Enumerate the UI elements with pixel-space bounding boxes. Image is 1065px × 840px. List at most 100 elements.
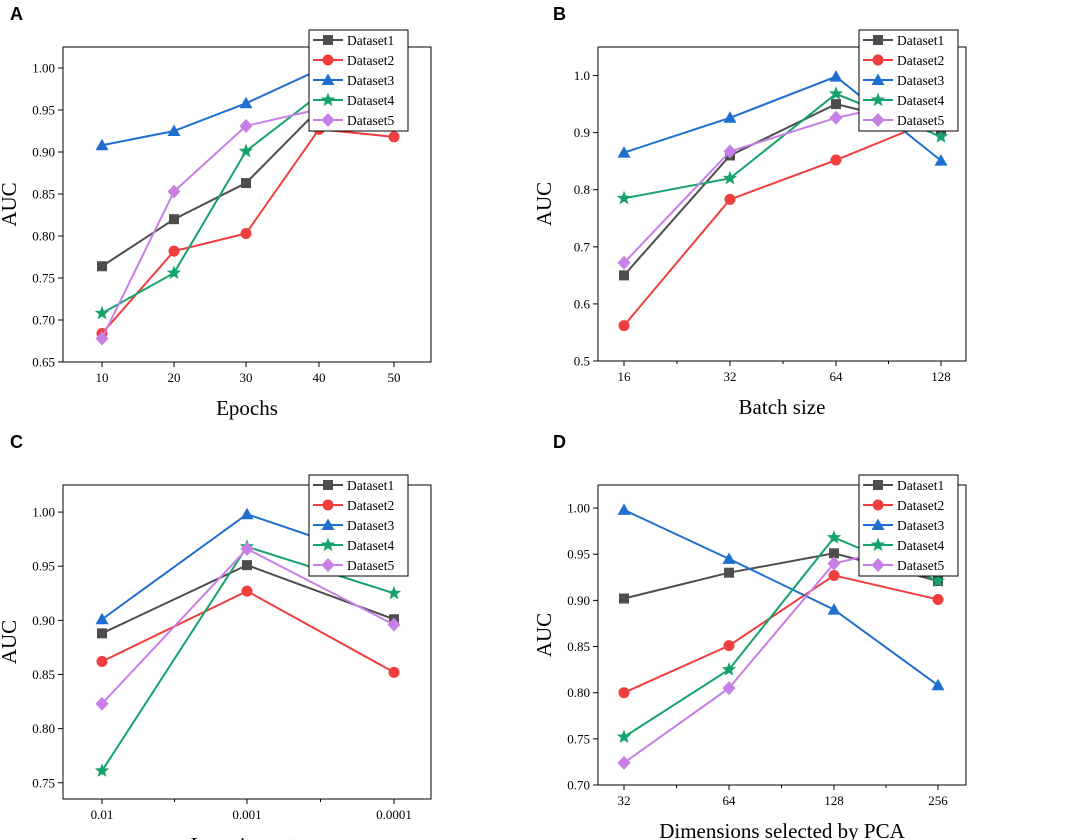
data-point	[723, 640, 735, 652]
legend-marker	[323, 35, 333, 45]
panel-b: B 0.5 0.6 0.7 0.8 0.9 1.0 16 32 64 128 Batch size AU…	[532, 4, 967, 419]
data-point	[238, 143, 254, 158]
y-tick-label: 0.85	[32, 667, 55, 682]
data-point	[240, 507, 254, 520]
legend-marker	[871, 73, 885, 85]
legend: Dataset1 Dataset2 Dataset3 Dataset4 Dataset5	[308, 29, 409, 132]
data-point	[95, 138, 109, 151]
data-point	[387, 617, 401, 632]
data-point	[828, 86, 844, 100]
data-point	[95, 331, 109, 346]
data-point	[724, 567, 734, 578]
data-point	[166, 265, 182, 280]
legend-label: Dataset4	[347, 538, 394, 553]
y-tick-label: 0.90	[32, 145, 55, 160]
data-point	[721, 662, 737, 676]
legend-label: Dataset2	[897, 498, 944, 513]
data-point	[827, 603, 841, 615]
x-tick-label: 0.0001	[376, 807, 412, 822]
data-point	[167, 124, 181, 136]
legend: Dataset1 Dataset2 Dataset3 Dataset4 Dataset5	[308, 474, 409, 577]
data-point	[722, 681, 736, 696]
legend-label: Dataset2	[347, 53, 394, 68]
legend-marker	[321, 518, 335, 530]
series-line	[623, 509, 939, 687]
data-point	[167, 184, 181, 199]
data-point	[930, 573, 946, 588]
series-dataset2	[96, 585, 400, 678]
data-point	[617, 146, 631, 158]
x-tick-label: 30	[240, 370, 253, 385]
y-tick-label: 0.8	[574, 182, 590, 197]
data-point	[240, 227, 252, 239]
legend-marker	[870, 92, 886, 107]
panel-a: A 0.65 0.70 0.75 0.80 0.85 0.90 0.95 1.00 10 20 30 4…	[0, 4, 432, 420]
x-tick-label: 64	[723, 793, 737, 808]
legend-marker	[323, 480, 333, 490]
data-point	[96, 655, 108, 667]
data-point	[829, 548, 839, 559]
legend-label: Dataset3	[897, 73, 944, 88]
legend-label: Dataset2	[897, 53, 944, 68]
y-tick-label: 0.80	[32, 229, 55, 244]
data-point	[828, 569, 840, 581]
x-axis-title: Learning rate	[191, 833, 304, 840]
legend-marker	[873, 480, 883, 490]
legend-label: Dataset3	[897, 518, 944, 533]
legend-marker	[871, 518, 885, 530]
x-tick-label: 256	[928, 793, 948, 808]
x-tick-label: 16	[618, 369, 632, 384]
series-dataset5	[95, 541, 401, 711]
x-tick-label: 10	[96, 370, 109, 385]
data-point	[618, 687, 630, 699]
panel-letter: C	[10, 432, 23, 452]
series-line	[101, 545, 395, 772]
data-point	[239, 118, 253, 133]
series-line	[623, 116, 942, 327]
data-point	[829, 70, 843, 82]
panel-letter: A	[10, 4, 23, 24]
legend-label: Dataset3	[347, 518, 394, 533]
panel-letter: B	[553, 4, 566, 24]
legend: Dataset1 Dataset2 Dataset3 Dataset4 Dataset5	[858, 29, 959, 132]
data-point	[617, 503, 631, 515]
data-point	[722, 170, 738, 185]
data-point	[932, 593, 944, 605]
panel-d: D 0.70 0.75 0.80 0.85 0.90 0.95 1.00 32 64 128 256 D…	[532, 432, 967, 840]
data-point	[934, 154, 948, 166]
legend-marker	[322, 499, 334, 511]
x-tick-label: 20	[168, 370, 181, 385]
x-tick-label: 0.001	[232, 807, 261, 822]
legend-marker	[320, 537, 336, 552]
x-axis-title: Dimensions selected by PCA	[659, 819, 905, 840]
legend-label: Dataset3	[347, 73, 394, 88]
y-tick-label: 0.85	[567, 639, 590, 654]
y-tick-label: 1.00	[32, 505, 55, 520]
y-axis-title: AUC	[0, 182, 21, 226]
y-tick-label: 0.80	[567, 685, 590, 700]
series-dataset3	[617, 503, 945, 691]
data-point	[619, 593, 629, 604]
y-tick-label: 0.90	[32, 613, 55, 628]
x-axis-title: Batch size	[739, 395, 826, 419]
data-point	[618, 320, 630, 332]
legend-marker	[871, 558, 885, 572]
y-tick-label: 0.70	[567, 778, 590, 793]
legend: Dataset1 Dataset2 Dataset3 Dataset4 Dataset5	[858, 474, 959, 577]
data-point	[241, 178, 251, 189]
legend-label: Dataset5	[897, 113, 944, 128]
data-point	[97, 628, 107, 639]
legend-label: Dataset1	[897, 33, 944, 48]
data-point	[95, 612, 109, 625]
data-point	[616, 729, 632, 744]
x-tick-label: 50	[388, 370, 401, 385]
data-point	[617, 255, 631, 270]
panel-c: C 0.75 0.80 0.85 0.90 0.95 1.00 0.01 0.001 0.0001…	[0, 432, 432, 840]
data-point	[388, 666, 400, 678]
legend-marker	[873, 35, 883, 45]
data-point	[723, 144, 737, 159]
data-point	[94, 763, 110, 777]
y-tick-label: 1.00	[32, 61, 55, 76]
legend-label: Dataset5	[897, 558, 944, 573]
